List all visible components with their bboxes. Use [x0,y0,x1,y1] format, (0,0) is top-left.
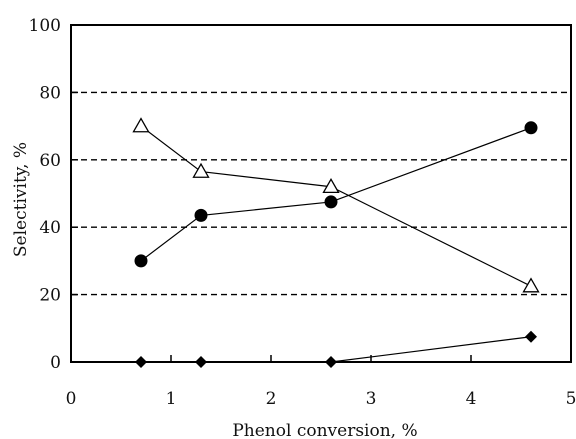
data-point [324,195,338,209]
series-layer [132,117,540,368]
y-tick-label: 60 [39,151,61,171]
x-axis-label: Phenol conversion, % [232,421,417,439]
y-axis-label: Selectivity, % [11,142,31,257]
series-filled-circle [134,121,538,268]
data-point [192,162,210,178]
x-tick-label: 4 [466,389,477,409]
x-tick-label: 1 [166,389,177,409]
data-point [524,121,538,135]
grid-lines [71,91,571,296]
y-tick-label: 20 [39,286,61,306]
series-open-triangle [132,117,540,293]
x-tick-label: 2 [266,389,277,409]
data-point [194,208,208,222]
series-line [140,127,532,262]
y-tick-label: 40 [39,218,61,238]
axis-ticks: 0 1 2 3 4 5 0 20 40 60 80 100 [29,16,576,409]
data-point [132,117,150,133]
x-tick-label: 0 [66,389,77,409]
x-tick-label: 3 [366,389,377,409]
y-tick-label: 0 [50,353,61,373]
y-tick-label: 80 [39,83,61,103]
data-point [134,254,148,268]
data-point [322,177,340,194]
data-point [522,277,540,293]
data-point [525,330,537,343]
plot-frame [70,24,572,363]
y-tick-label: 100 [29,16,61,36]
series-line [140,125,532,287]
x-tick-label: 5 [566,389,576,409]
